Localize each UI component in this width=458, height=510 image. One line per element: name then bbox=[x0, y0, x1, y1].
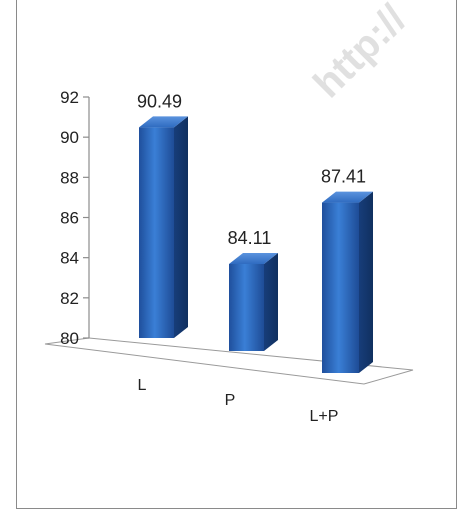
y-tick-label: 92 bbox=[60, 88, 79, 107]
y-tick-label: 84 bbox=[60, 249, 79, 268]
data-label: 84.11 bbox=[228, 228, 272, 248]
x-axis-labels: L P L+P bbox=[138, 377, 339, 425]
y-axis: 80 82 84 86 88 90 92 bbox=[60, 88, 90, 348]
data-label: 87.41 bbox=[321, 167, 366, 187]
y-tick-label: 86 bbox=[60, 209, 79, 228]
watermark-text: http:// bbox=[305, 0, 415, 106]
data-label: 90.49 bbox=[137, 91, 182, 111]
x-tick-label: L+P bbox=[310, 408, 339, 425]
x-tick-label: P bbox=[225, 392, 236, 409]
y-tick-label: 88 bbox=[60, 168, 79, 187]
y-tick-label: 90 bbox=[60, 128, 79, 147]
y-tick-label: 80 bbox=[60, 329, 79, 348]
bar-front bbox=[139, 127, 174, 338]
bar: 90.49 bbox=[137, 91, 188, 338]
x-tick-label: L bbox=[138, 377, 147, 394]
bar-side bbox=[359, 191, 373, 373]
bar-side bbox=[174, 116, 188, 338]
bar-front bbox=[229, 264, 264, 351]
bar-top bbox=[139, 116, 188, 128]
bar-side bbox=[264, 253, 278, 351]
bar-top bbox=[229, 253, 278, 265]
bar: 84.11 bbox=[228, 228, 278, 351]
bar-top bbox=[322, 191, 373, 203]
bar-series: 90.49 84.11 87.41 bbox=[137, 91, 373, 373]
chart-frame bbox=[16, 0, 457, 509]
floor-plane bbox=[44, 337, 414, 385]
y-tick-label: 82 bbox=[60, 289, 79, 308]
chart-floor bbox=[44, 337, 414, 385]
bar: 87.41 bbox=[321, 167, 373, 373]
bar-front bbox=[322, 202, 359, 373]
